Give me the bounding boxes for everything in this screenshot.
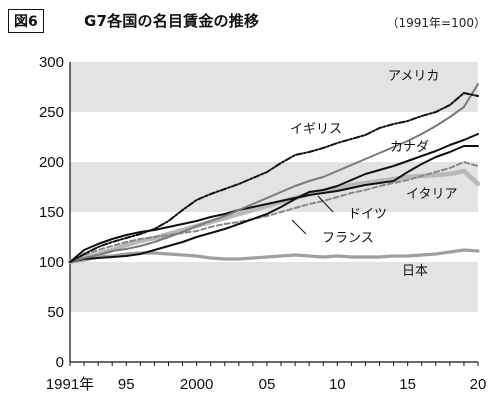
figure-number: 図6	[14, 14, 38, 30]
series-label-canada: カナダ	[390, 140, 429, 155]
y-tick-label: 200	[39, 154, 64, 171]
y-tick-label: 100	[39, 254, 64, 271]
series-line-america	[69, 83, 479, 263]
series-label-france: フランス	[322, 231, 374, 246]
series-label-america: アメリカ	[388, 69, 439, 84]
series-lines	[67, 83, 481, 265]
x-tick-label: 2000	[180, 376, 213, 393]
series-line-japan	[68, 248, 480, 264]
series-label-germany: ドイツ	[348, 207, 387, 222]
y-tick-label: 250	[39, 104, 64, 121]
grid-band-0	[70, 262, 478, 312]
series-line-germany	[69, 161, 479, 263]
grid-band-2	[70, 62, 478, 112]
figure-badge: 図6	[8, 9, 44, 33]
x-tick-label: 20	[470, 376, 487, 393]
series-label-japan: 日本	[402, 264, 428, 279]
chart-title: G7各国の名目賃金の推移	[84, 12, 260, 30]
y-tick-label: 50	[47, 304, 64, 321]
y-axis: 0 50 100 150 200 250 300	[39, 54, 71, 371]
series-line-england	[69, 92, 479, 263]
series-line-canada	[69, 133, 479, 263]
x-tick-label: 05	[259, 376, 276, 393]
y-tick-label: 150	[39, 204, 64, 221]
france-leader-line	[291, 219, 307, 235]
series-line-france	[69, 145, 479, 263]
y-tick-label: 300	[39, 54, 64, 71]
x-tick-label: 15	[399, 376, 416, 393]
y-tick-label: 0	[56, 354, 64, 371]
x-tick-label: 1991年	[46, 376, 94, 393]
index-base-note: （1991年=100）	[386, 16, 487, 30]
x-tick-label: 95	[118, 376, 135, 393]
x-tick-label: 10	[329, 376, 346, 393]
series-line-italy	[67, 168, 481, 265]
series-label-england: イギリス	[290, 122, 342, 137]
germany-leader-line	[317, 195, 334, 213]
x-axis: 1991年 95 2000 05 10 15 20	[46, 361, 487, 393]
series-label-italy: イタリア	[406, 187, 457, 202]
